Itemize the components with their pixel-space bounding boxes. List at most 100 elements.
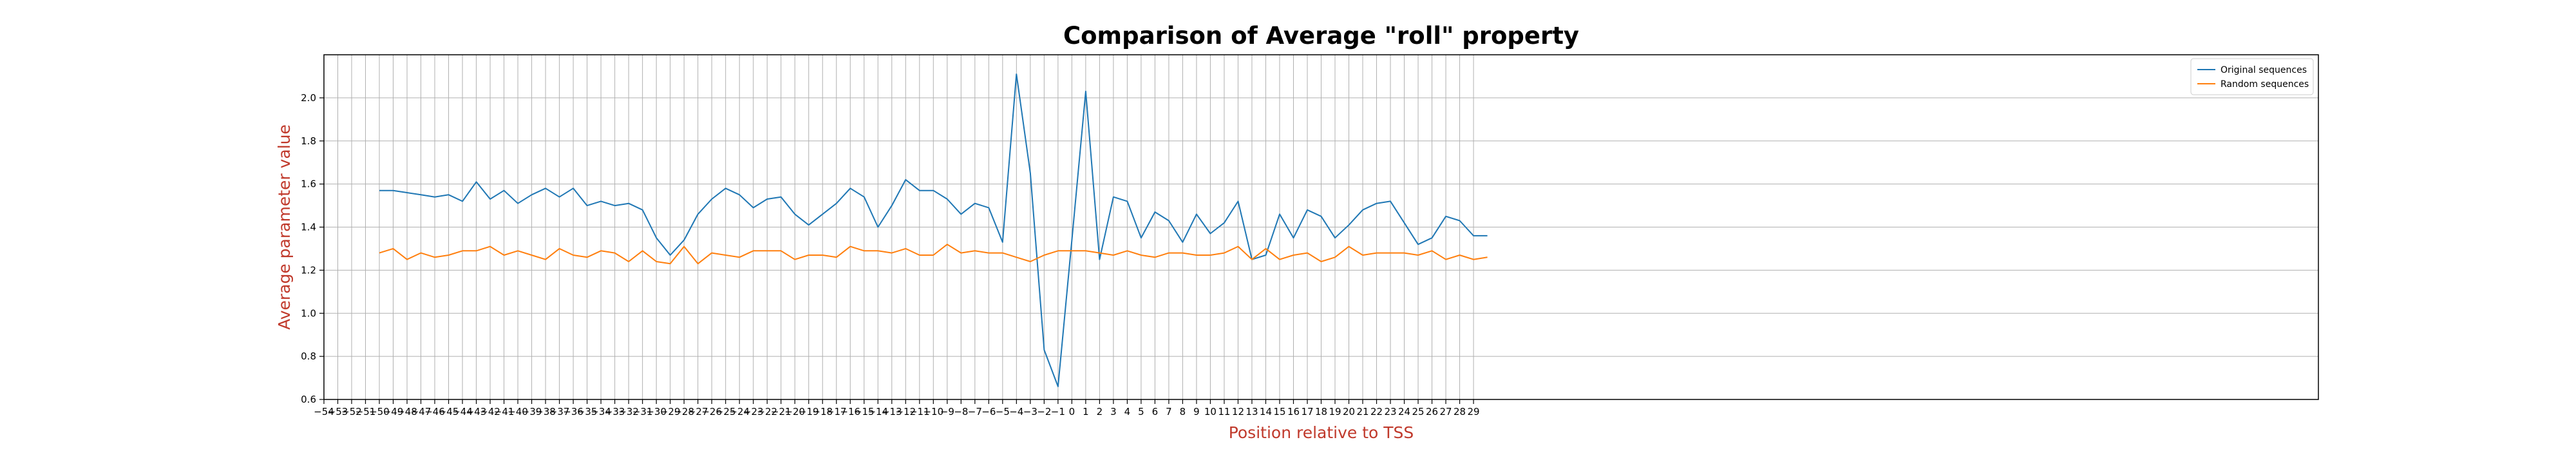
x-tick-label: −28 (674, 406, 694, 417)
x-tick-label: −48 (397, 406, 417, 417)
y-tick-label: 1.8 (301, 135, 316, 147)
x-tick-label: −14 (867, 406, 888, 417)
x-tick-label: −35 (577, 406, 598, 417)
x-tick-label: −1 (1051, 406, 1065, 417)
grid (323, 55, 2318, 400)
x-tick-label: 20 (1343, 406, 1355, 417)
x-tick-label: −9 (940, 406, 954, 417)
x-tick-label: −10 (923, 406, 943, 417)
x-tick-label: −16 (840, 406, 860, 417)
series-lines (379, 73, 1488, 387)
x-tick-label: −29 (660, 406, 681, 417)
x-tick-label: −39 (522, 406, 542, 417)
x-tick-label: −38 (535, 406, 556, 417)
chart-title: Comparison of Average "roll" property (1063, 22, 1579, 50)
x-tick-label: 16 (1287, 406, 1300, 417)
x-tick-label: −44 (452, 406, 473, 417)
x-tick-label: 18 (1315, 406, 1327, 417)
x-tick-label: −21 (771, 406, 791, 417)
axis-ticks: −54−53−52−51−50−49−48−47−46−45−44−43−42−… (301, 92, 1479, 417)
x-tick-label: −15 (854, 406, 875, 417)
legend-label: Random sequences (2221, 79, 2309, 90)
x-tick-label: 25 (1412, 406, 1425, 417)
x-tick-label: 1 (1083, 406, 1089, 417)
x-tick-label: −34 (591, 406, 611, 417)
x-tick-label: −23 (743, 406, 764, 417)
x-tick-label: 11 (1218, 406, 1230, 417)
x-axis-label: Position relative to TSS (1229, 423, 1414, 442)
x-tick-label: −3 (1023, 406, 1037, 417)
x-tick-label: −4 (1009, 406, 1023, 417)
x-tick-label: −52 (341, 406, 362, 417)
x-tick-label: −36 (563, 406, 583, 417)
y-tick-label: 2.0 (301, 92, 316, 104)
x-tick-label: −37 (549, 406, 570, 417)
x-tick-label: 0 (1069, 406, 1075, 417)
x-tick-label: −42 (480, 406, 500, 417)
x-tick-label: 14 (1260, 406, 1272, 417)
x-tick-label: 24 (1398, 406, 1410, 417)
x-tick-label: 13 (1245, 406, 1258, 417)
y-axis-label: Average parameter value (275, 124, 294, 330)
x-tick-label: 22 (1370, 406, 1383, 417)
x-tick-label: 27 (1440, 406, 1452, 417)
x-tick-label: −6 (981, 406, 996, 417)
x-tick-label: −20 (784, 406, 805, 417)
x-tick-label: −41 (494, 406, 515, 417)
x-tick-label: 10 (1204, 406, 1217, 417)
x-tick-label: −32 (618, 406, 639, 417)
x-tick-label: 12 (1232, 406, 1244, 417)
legend-label: Original sequences (2221, 65, 2307, 75)
x-tick-label: 6 (1152, 406, 1159, 417)
x-tick-label: 17 (1301, 406, 1313, 417)
x-tick-label: −25 (715, 406, 736, 417)
y-tick-label: 1.2 (301, 264, 316, 276)
x-tick-label: −47 (411, 406, 431, 417)
x-tick-label: 8 (1180, 406, 1186, 417)
y-tick-label: 1.6 (301, 178, 316, 190)
y-tick-label: 1.0 (301, 307, 316, 319)
x-tick-label: 2 (1097, 406, 1103, 417)
x-tick-label: −27 (688, 406, 708, 417)
x-tick-label: 15 (1273, 406, 1285, 417)
x-tick-label: 3 (1110, 406, 1117, 417)
x-tick-label: −40 (507, 406, 528, 417)
x-tick-label: 21 (1356, 406, 1368, 417)
x-tick-label: −13 (882, 406, 902, 417)
x-tick-label: 19 (1329, 406, 1341, 417)
x-tick-label: −31 (632, 406, 653, 417)
x-tick-label: −22 (757, 406, 777, 417)
x-tick-label: 5 (1138, 406, 1144, 417)
series-line-1 (379, 73, 1488, 387)
x-tick-label: 9 (1193, 406, 1200, 417)
x-tick-label: −30 (646, 406, 667, 417)
x-tick-label: 4 (1124, 406, 1131, 417)
x-tick-label: −50 (369, 406, 390, 417)
x-tick-label: −26 (701, 406, 722, 417)
x-tick-label: −7 (968, 406, 982, 417)
x-tick-label: −51 (355, 406, 376, 417)
x-tick-label: −18 (812, 406, 833, 417)
x-tick-label: −12 (895, 406, 916, 417)
x-tick-label: 29 (1468, 406, 1480, 417)
x-tick-label: 26 (1426, 406, 1438, 417)
x-tick-label: −33 (605, 406, 625, 417)
x-tick-label: −17 (826, 406, 847, 417)
x-tick-label: −19 (799, 406, 819, 417)
x-tick-label: −46 (424, 406, 445, 417)
y-tick-label: 0.8 (301, 350, 316, 362)
x-tick-label: −53 (328, 406, 348, 417)
x-tick-label: −5 (996, 406, 1010, 417)
series-line-2 (379, 244, 1488, 265)
x-tick-label: −49 (383, 406, 404, 417)
legend-box (2190, 58, 2314, 95)
x-tick-label: 7 (1166, 406, 1172, 417)
x-tick-label: 23 (1384, 406, 1396, 417)
y-tick-label: 0.6 (301, 394, 316, 405)
x-tick-label: −45 (439, 406, 459, 417)
x-tick-label: −11 (909, 406, 930, 417)
legend: Original sequences Random sequences (2190, 58, 2314, 95)
x-tick-label: −8 (954, 406, 968, 417)
x-tick-label: −43 (466, 406, 487, 417)
